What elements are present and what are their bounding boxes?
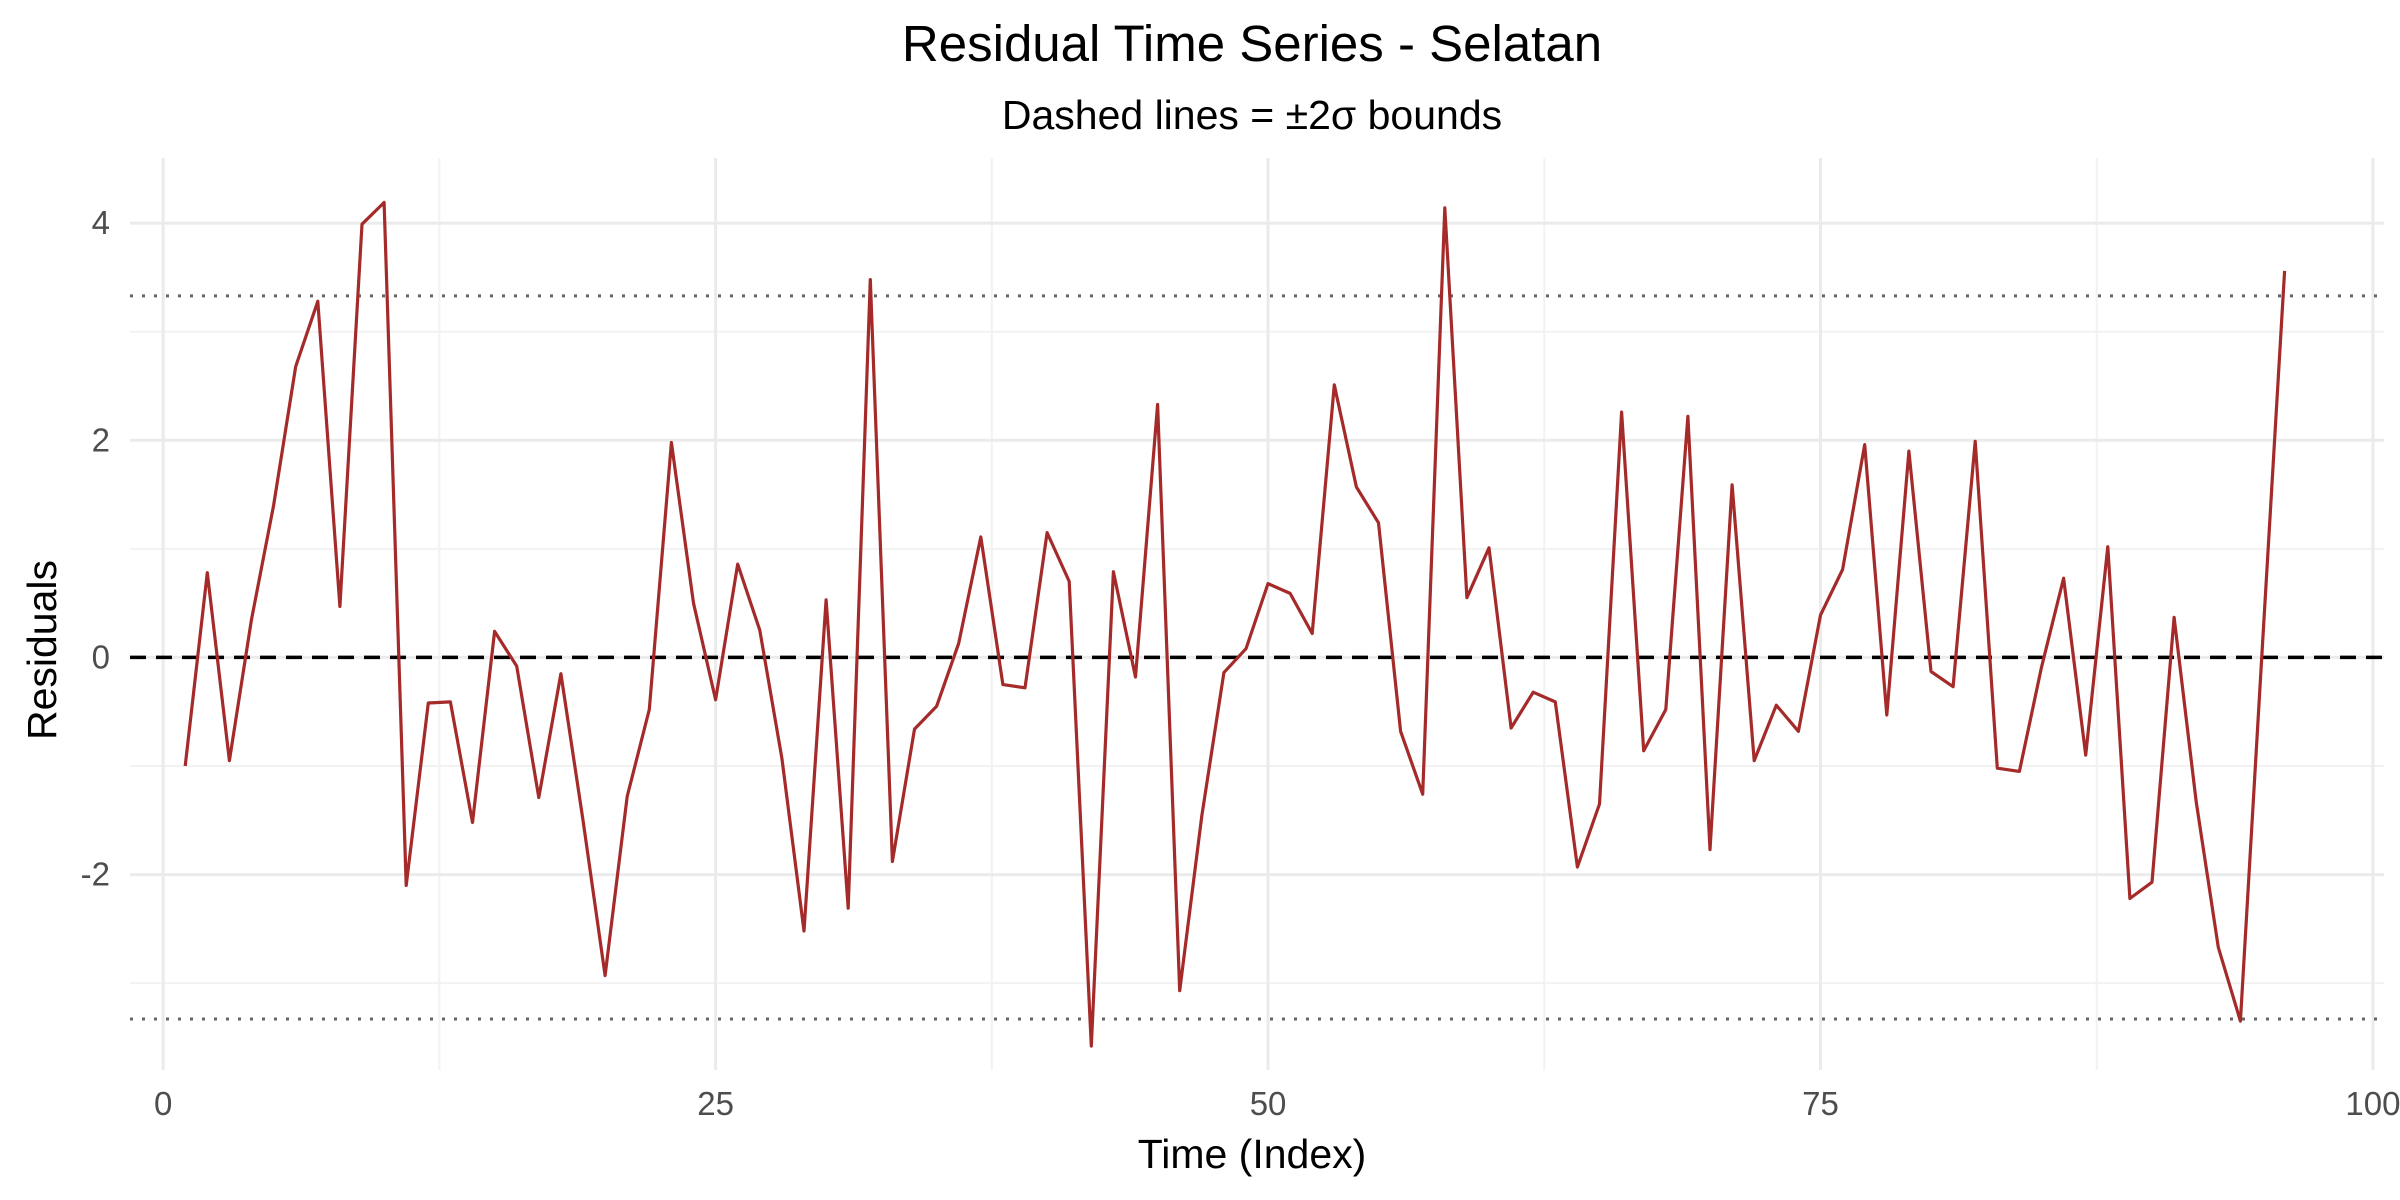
chart-title: Residual Time Series - Selatan <box>902 15 1602 72</box>
reference-lines <box>130 294 2384 1021</box>
y-tick-label: 0 <box>92 638 110 675</box>
x-tick-label: 25 <box>697 1085 734 1122</box>
series-layer <box>183 200 2287 1048</box>
x-tick-label: 50 <box>1250 1085 1287 1122</box>
grid-layer <box>130 158 2384 1070</box>
residual-series-line <box>183 200 2287 1048</box>
y-tick-label: -2 <box>81 856 110 893</box>
chart-subtitle: Dashed lines = ±2σ bounds <box>1002 92 1502 138</box>
axis-labels: 0 25 50 75 100 -2 0 2 4 <box>81 204 2400 1122</box>
y-tick-label: 2 <box>92 421 110 458</box>
x-tick-label: 75 <box>1802 1085 1839 1122</box>
x-tick-label: 0 <box>154 1085 172 1122</box>
y-axis-title: Residuals <box>19 560 65 740</box>
y-tick-label: 4 <box>92 204 110 241</box>
x-tick-label: 100 <box>2345 1085 2400 1122</box>
x-axis-title: Time (Index) <box>1138 1131 1367 1177</box>
